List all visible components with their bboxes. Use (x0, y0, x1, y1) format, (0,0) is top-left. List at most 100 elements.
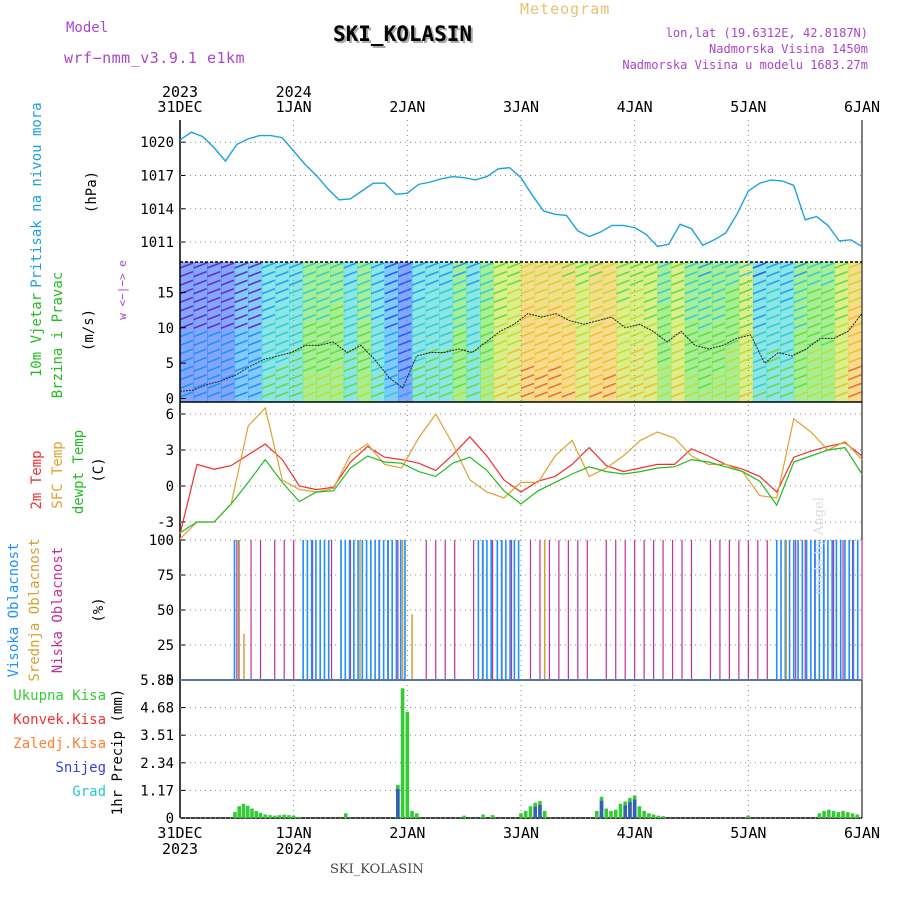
wind-barb (507, 296, 521, 304)
wind-barb (561, 331, 576, 338)
wind-barb (766, 322, 780, 329)
precip-bar (651, 814, 656, 818)
wind-barb (466, 279, 480, 286)
wind-barb (343, 288, 357, 295)
wind-barb (261, 382, 276, 390)
wind-barb (520, 339, 535, 347)
wind-barb (670, 270, 685, 278)
wind-barb (834, 262, 849, 269)
precip-bar (528, 806, 533, 818)
wind-barb (193, 374, 207, 381)
wind-barb (425, 296, 439, 304)
wind-barb (397, 331, 412, 338)
wind-barb (179, 331, 194, 338)
wind-barb (206, 313, 221, 321)
wind-barb (547, 356, 562, 364)
wind-barb (452, 391, 467, 398)
precip-bar (647, 813, 651, 818)
x-bottom-label: 6JAN (844, 824, 880, 842)
wind-barb (575, 305, 589, 312)
wind-barb (329, 331, 344, 338)
wind-barb (643, 322, 658, 329)
wind-barb (234, 339, 248, 347)
wind-barb (479, 382, 494, 390)
wind-barb (848, 365, 862, 372)
wind-barb (766, 391, 780, 398)
wind-barb (820, 331, 835, 338)
wind-barb (316, 322, 330, 329)
wind-barb (657, 313, 671, 321)
precip-bar (746, 815, 751, 818)
wind-barb (220, 391, 235, 398)
wind-barb (616, 313, 630, 321)
wind-barb (493, 382, 508, 390)
wind-barb (820, 322, 835, 329)
wind-barb (193, 270, 207, 278)
wind-barb (316, 356, 330, 364)
wind-barb (343, 339, 357, 347)
wind-barb (588, 365, 603, 372)
wind-barb (425, 339, 439, 347)
wind-barb (834, 348, 849, 355)
wind-barb (670, 305, 685, 312)
wind-barb (793, 339, 808, 347)
wind-barb (493, 279, 508, 286)
wind-barb (629, 374, 644, 381)
wind-barb (575, 262, 589, 269)
page-title: SKI_KOLASIN (333, 22, 473, 46)
wind-barb (684, 270, 698, 278)
wind-barb (725, 356, 739, 364)
wind-barb (561, 270, 576, 278)
wind-barb (370, 279, 385, 286)
wind-barb (261, 365, 276, 372)
wind-barb (302, 296, 317, 304)
wind-barb (316, 339, 330, 347)
x-top-label: 1JAN (276, 98, 312, 116)
wind-barb (425, 391, 439, 398)
wind-barb (397, 382, 412, 390)
wind-barb (711, 270, 726, 278)
wind-barb (547, 391, 562, 398)
wind-barb (848, 374, 862, 381)
precip-bar (618, 803, 623, 818)
wind-barb (575, 270, 589, 278)
wind-barb (479, 365, 494, 372)
wind-barb (588, 331, 603, 338)
legend-hail: Grad (72, 784, 106, 800)
x-top-label: 4JAN (617, 98, 653, 116)
x-bottom-year: 2024 (276, 840, 312, 858)
wind-barb (261, 339, 276, 347)
wind-barb (275, 382, 289, 390)
wind-barb (343, 382, 357, 390)
wind-barb (452, 374, 467, 381)
wind-barb (670, 356, 685, 364)
wind-barb (288, 322, 303, 329)
wind-barb (698, 348, 712, 355)
wind-barb (275, 331, 289, 338)
wind-barb (534, 331, 548, 338)
wind-barb (779, 391, 794, 398)
wind-barb (179, 365, 194, 372)
wind-barb (316, 348, 330, 355)
wind-barb (466, 382, 480, 390)
wind-barb (534, 270, 548, 278)
wind-barb (752, 305, 767, 312)
wind-barb (479, 374, 494, 381)
wind-barb (602, 279, 617, 286)
wind-barb (288, 348, 303, 355)
wind-barb (725, 313, 739, 321)
cloud-high-legend: Visoka Oblacnost (6, 543, 22, 678)
wind-barb (698, 365, 712, 372)
wind-barb (793, 365, 808, 372)
wind-barb (329, 305, 344, 312)
wind-barb (657, 270, 671, 278)
wind-barb (766, 313, 780, 321)
y-tick-label: 1.17 (140, 783, 174, 799)
wind-barb (507, 262, 521, 269)
wind-barb (370, 374, 385, 381)
wind-barb (370, 270, 385, 278)
wind-barb (479, 288, 494, 295)
wind-barb (384, 365, 398, 372)
precip-bar (827, 809, 831, 818)
wind-barb (370, 288, 385, 295)
